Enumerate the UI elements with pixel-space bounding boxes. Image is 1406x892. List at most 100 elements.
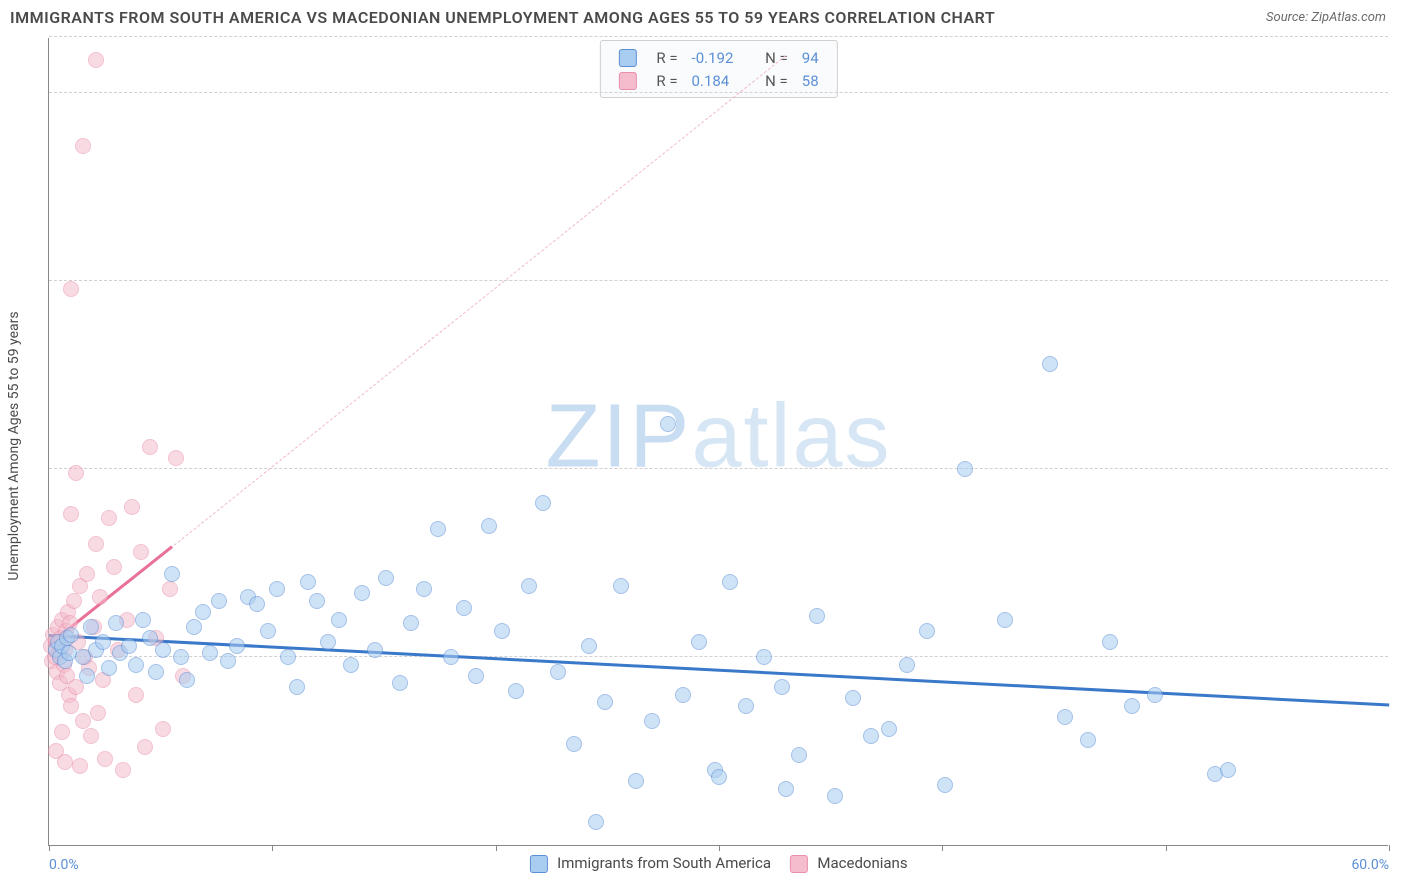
series-legend: Immigrants from South America Macedonian… <box>529 854 907 873</box>
data-point-south_america <box>613 578 629 594</box>
data-point-south_america <box>1147 687 1163 703</box>
data-point-macedonians <box>101 510 117 526</box>
data-point-south_america <box>63 627 79 643</box>
data-point-south_america <box>309 593 325 609</box>
data-point-south_america <box>722 574 738 590</box>
data-point-macedonians <box>63 281 79 297</box>
data-point-south_america <box>827 788 843 804</box>
r-value-macedonians: 0.184 <box>686 70 740 91</box>
data-point-macedonians <box>68 465 84 481</box>
data-point-south_america <box>121 638 137 654</box>
r-value-south-america: -0.192 <box>686 47 740 68</box>
data-point-south_america <box>331 612 347 628</box>
data-point-south_america <box>660 416 676 432</box>
data-point-south_america <box>403 615 419 631</box>
legend-swatch-south-america <box>529 855 547 873</box>
data-point-south_america <box>378 570 394 586</box>
data-point-south_america <box>1042 356 1058 372</box>
data-point-macedonians <box>63 506 79 522</box>
data-point-south_america <box>494 623 510 639</box>
data-point-south_america <box>280 649 296 665</box>
data-point-south_america <box>202 645 218 661</box>
stats-legend: R = -0.192 N = 94 R = 0.184 N = 58 <box>599 40 837 98</box>
data-point-south_america <box>443 649 459 665</box>
data-point-south_america <box>229 638 245 654</box>
data-point-south_america <box>1124 698 1140 714</box>
data-point-south_america <box>155 642 171 658</box>
data-point-macedonians <box>162 581 178 597</box>
data-point-south_america <box>300 574 316 590</box>
data-point-south_america <box>778 781 794 797</box>
data-point-south_america <box>211 593 227 609</box>
data-point-south_america <box>937 777 953 793</box>
stats-row-macedonians: R = 0.184 N = 58 <box>612 70 824 91</box>
data-point-south_america <box>416 581 432 597</box>
r-label: R = <box>650 70 683 91</box>
chart-title: IMMIGRANTS FROM SOUTH AMERICA VS MACEDON… <box>10 8 995 27</box>
data-point-macedonians <box>92 589 108 605</box>
watermark-zip: ZIP <box>545 386 691 486</box>
data-point-macedonians <box>142 439 158 455</box>
legend-label-south-america: Immigrants from South America <box>557 854 771 872</box>
data-point-south_america <box>1080 732 1096 748</box>
y-tick-label: 5.0% <box>1395 633 1406 649</box>
watermark: ZIPatlas <box>545 385 891 488</box>
data-point-south_america <box>481 518 497 534</box>
gridline <box>49 36 1388 37</box>
gridline <box>49 92 1388 93</box>
data-point-macedonians <box>57 754 73 770</box>
data-point-south_america <box>550 664 566 680</box>
data-point-macedonians <box>54 724 70 740</box>
y-tick-label: 10.0% <box>1395 445 1406 461</box>
data-point-south_america <box>430 521 446 537</box>
y-axis-label: Unemployment Among Ages 55 to 59 years <box>6 311 22 580</box>
data-point-south_america <box>809 608 825 624</box>
data-point-macedonians <box>79 566 95 582</box>
data-point-south_america <box>135 612 151 628</box>
data-point-south_america <box>142 630 158 646</box>
data-point-macedonians <box>137 739 153 755</box>
data-point-south_america <box>863 728 879 744</box>
n-value-south-america: 94 <box>796 47 825 68</box>
r-label: R = <box>650 47 683 68</box>
data-point-south_america <box>392 675 408 691</box>
data-point-south_america <box>95 634 111 650</box>
data-point-macedonians <box>115 762 131 778</box>
data-point-south_america <box>508 683 524 699</box>
plot-area: ZIPatlas R = -0.192 N = 94 R = 0.184 N =… <box>48 38 1388 846</box>
data-point-south_america <box>320 634 336 650</box>
legend-swatch-macedonians <box>790 855 808 873</box>
data-point-south_america <box>128 657 144 673</box>
data-point-south_america <box>535 495 551 511</box>
data-point-south_america <box>108 615 124 631</box>
data-point-macedonians <box>88 536 104 552</box>
data-point-macedonians <box>83 728 99 744</box>
data-point-macedonians <box>155 721 171 737</box>
data-point-south_america <box>644 713 660 729</box>
y-tick-label: 20.0% <box>1395 69 1406 85</box>
n-value-macedonians: 58 <box>796 70 825 91</box>
data-point-south_america <box>179 672 195 688</box>
stats-row-south-america: R = -0.192 N = 94 <box>612 47 824 68</box>
data-point-macedonians <box>63 698 79 714</box>
x-tick <box>496 845 497 851</box>
x-tick <box>942 845 943 851</box>
data-point-south_america <box>597 694 613 710</box>
data-point-south_america <box>588 814 604 830</box>
data-point-south_america <box>195 604 211 620</box>
data-point-south_america <box>919 623 935 639</box>
data-point-south_america <box>957 461 973 477</box>
data-point-south_america <box>711 769 727 785</box>
data-point-south_america <box>1220 762 1236 778</box>
x-tick-label: 60.0% <box>1351 857 1389 873</box>
data-point-macedonians <box>168 450 184 466</box>
data-point-south_america <box>269 581 285 597</box>
data-point-south_america <box>354 585 370 601</box>
data-point-south_america <box>628 773 644 789</box>
data-point-south_america <box>675 687 691 703</box>
data-point-south_america <box>367 642 383 658</box>
swatch-macedonians <box>618 72 636 90</box>
data-point-macedonians <box>90 705 106 721</box>
data-point-south_america <box>581 638 597 654</box>
data-point-south_america <box>845 690 861 706</box>
